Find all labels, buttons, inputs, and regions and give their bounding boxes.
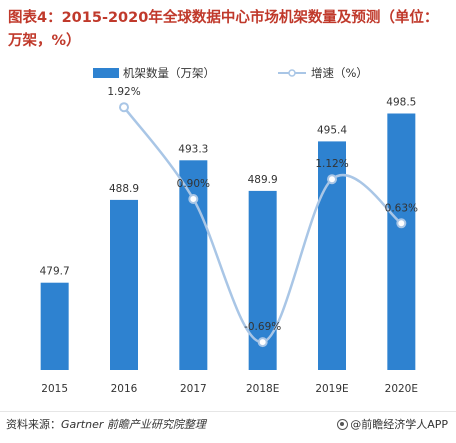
source-label: 资料来源：	[6, 418, 61, 431]
x-tick-label: 2018E	[246, 383, 279, 395]
line-value-label: -0.69%	[244, 321, 281, 333]
x-tick-label: 2019E	[315, 383, 348, 395]
line-value-label: 0.63%	[385, 202, 418, 214]
bar	[387, 113, 416, 370]
source-note: 资料来源：Gartner 前瞻产业研究院整理	[6, 416, 206, 432]
legend: 机架数量（万架） 增速（%）	[93, 66, 368, 80]
line-value-label: 1.92%	[107, 86, 140, 98]
line-value-label: 1.12%	[315, 158, 348, 170]
legend-bar-label: 机架数量（万架）	[123, 66, 215, 80]
bar-value-label: 479.7	[40, 266, 70, 278]
line-labels: 1.92% 0.90% -0.69% 1.12% 0.63%	[107, 86, 418, 333]
legend-line-label: 增速（%）	[311, 66, 368, 80]
line-point	[396, 218, 407, 229]
brand-mark: @前瞻经济学人APP	[337, 416, 448, 432]
bar-value-label: 488.9	[109, 183, 139, 195]
line-point	[327, 174, 337, 185]
x-tick-label: 2015	[41, 383, 68, 395]
bar	[179, 160, 208, 370]
bar-value-label: 493.3	[178, 143, 208, 155]
line-value-label: 0.90%	[177, 178, 210, 190]
x-tick-label: 2017	[180, 383, 207, 395]
chart-title: 图表4：2015-2020年全球数据中心市场机架数量及预测（单位：万架，%）	[8, 10, 439, 49]
x-tick-label: 2020E	[385, 383, 418, 395]
combo-chart: 机架数量（万架） 增速（%） 479.7488.9493.3489.9495.44…	[40, 66, 418, 395]
bar-series	[40, 113, 416, 370]
source-text: Gartner 前瞻产业研究院整理	[61, 418, 206, 431]
x-tick-label: 2016	[111, 383, 138, 395]
legend-line-marker	[288, 69, 296, 77]
line-point	[257, 337, 268, 348]
bar-value-label: 495.4	[317, 124, 347, 136]
legend-bar-swatch	[93, 68, 119, 78]
brand-text: @前瞻经济学人APP	[350, 418, 448, 431]
x-axis-labels: 2015 2016 2017 2018E 2019E 2020E	[41, 383, 418, 395]
footer-divider	[0, 411, 456, 412]
bar-value-label: 498.5	[386, 97, 416, 109]
line-series	[119, 102, 407, 348]
brand-logo-icon	[337, 418, 349, 430]
bar	[110, 199, 138, 370]
bar-labels: 479.7 488.9 493.3 489.9 495.4 498.5	[40, 97, 417, 278]
line-point	[188, 194, 199, 204]
bar-value-label: 489.9	[248, 174, 278, 186]
bar	[40, 282, 69, 370]
line-point	[119, 102, 129, 113]
